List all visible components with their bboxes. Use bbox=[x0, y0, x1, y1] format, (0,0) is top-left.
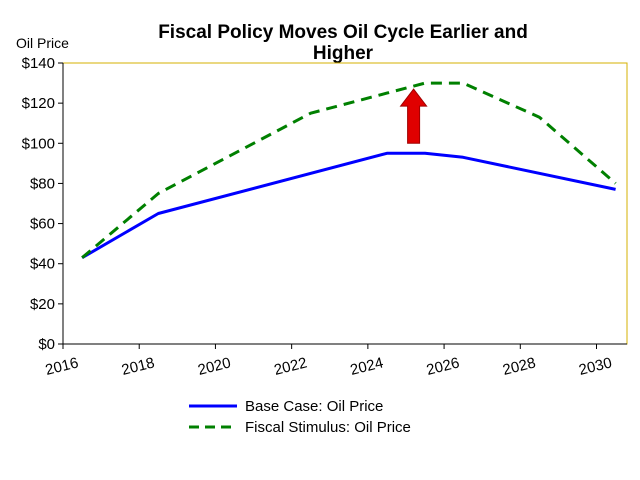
x-tick-label: 2018 bbox=[120, 354, 156, 379]
series-line-fiscal-stimulus bbox=[81, 81, 617, 259]
y-tick-label: $80 bbox=[30, 175, 55, 192]
legend-label-fiscal-stimulus: Fiscal Stimulus: Oil Price bbox=[245, 419, 411, 436]
x-tick-label: 2016 bbox=[44, 354, 80, 379]
chart-title-line-1: Fiscal Policy Moves Oil Cycle Earlier an… bbox=[158, 22, 528, 43]
x-tick-label: 2030 bbox=[577, 354, 613, 379]
series-line-base-case bbox=[81, 151, 616, 259]
x-tick-label: 2028 bbox=[501, 354, 537, 379]
y-tick-label: $100 bbox=[22, 135, 55, 152]
up-arrow-annotation bbox=[399, 88, 428, 144]
y-axis-title: Oil Price bbox=[16, 35, 69, 51]
x-tick-label: 2020 bbox=[196, 354, 232, 379]
y-tick-label: $140 bbox=[22, 55, 55, 72]
y-tick-label: $120 bbox=[22, 95, 55, 112]
x-tick-label: 2026 bbox=[425, 354, 461, 379]
y-tick-label: $0 bbox=[38, 336, 55, 353]
legend: Base Case: Oil Price Fiscal Stimulus: Oi… bbox=[189, 398, 411, 436]
chart-title-line-2: Higher bbox=[313, 43, 374, 64]
y-tick-label: $40 bbox=[30, 256, 55, 273]
x-tick-label: 2024 bbox=[349, 354, 385, 379]
y-tick-label: $60 bbox=[30, 216, 55, 233]
legend-label-base-case: Base Case: Oil Price bbox=[245, 398, 383, 415]
x-tick-label: 2022 bbox=[272, 354, 308, 379]
y-tick-label: $20 bbox=[30, 296, 55, 313]
plot-area: $0 $20 $40 $60 $80 $100 $120 $140 2016 2018 2020 20… bbox=[22, 55, 628, 379]
